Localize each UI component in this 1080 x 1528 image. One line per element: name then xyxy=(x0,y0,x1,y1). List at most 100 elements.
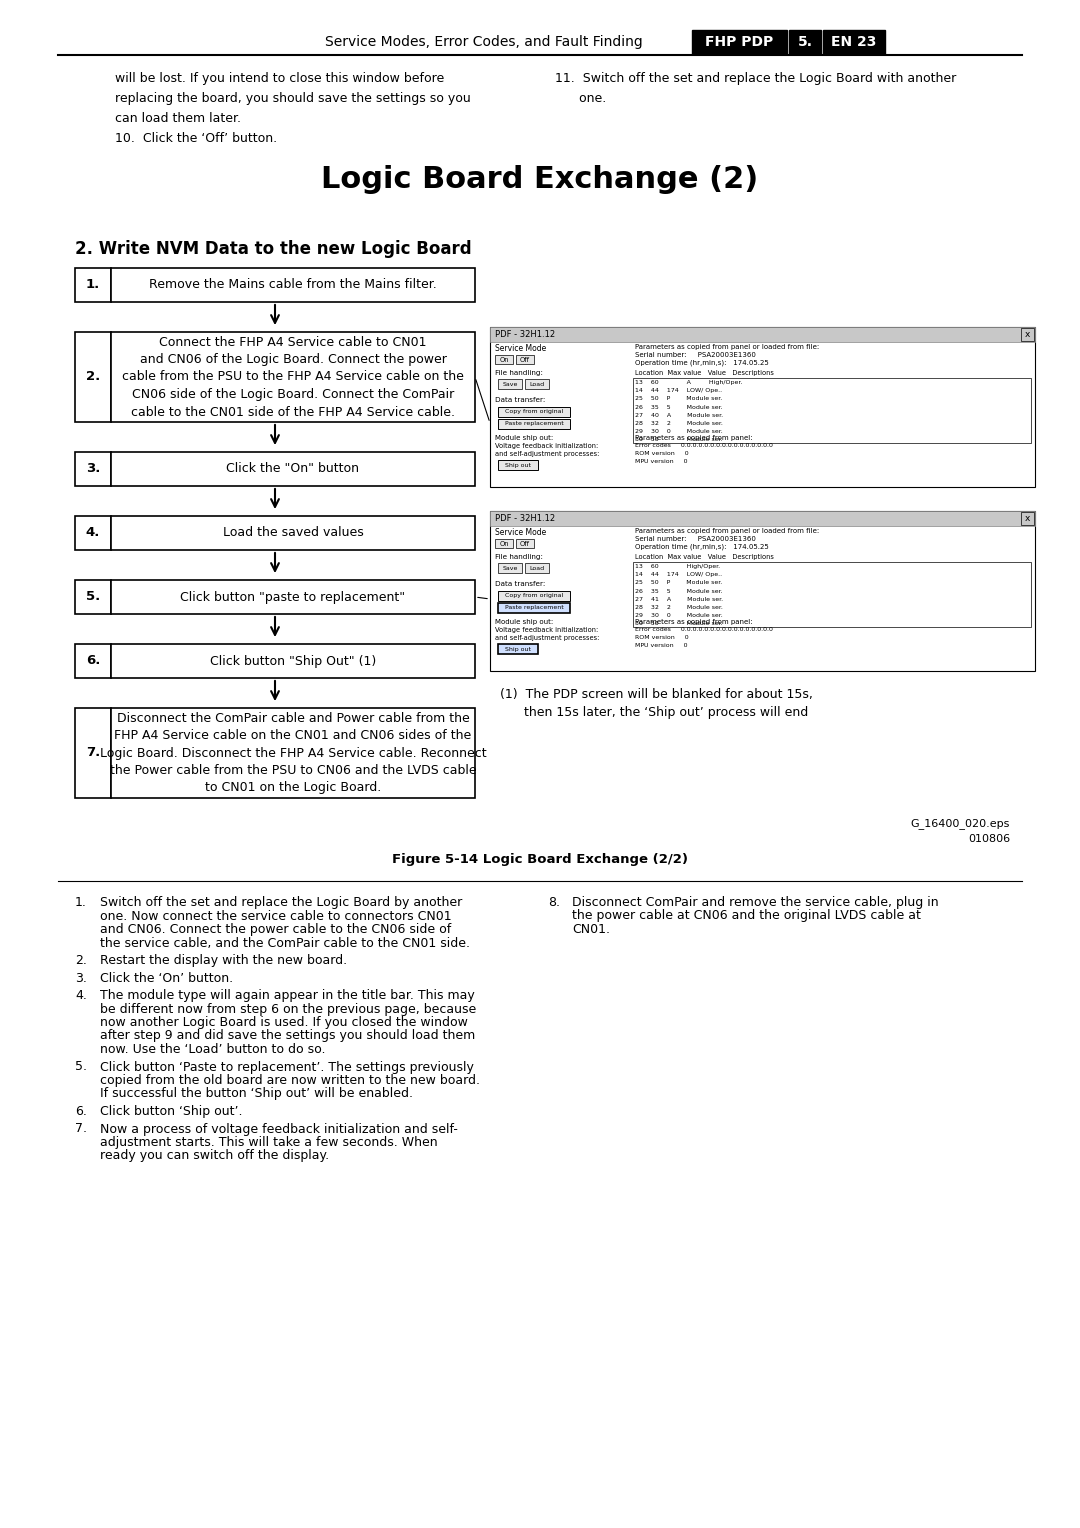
Bar xyxy=(490,327,1035,342)
Text: 6.: 6. xyxy=(85,654,100,668)
Text: Paste replacement: Paste replacement xyxy=(504,605,564,611)
Text: Logic Board Exchange (2): Logic Board Exchange (2) xyxy=(322,165,758,194)
Text: after step 9 and did save the settings you should load them: after step 9 and did save the settings y… xyxy=(100,1030,475,1042)
Text: Save: Save xyxy=(502,382,517,387)
Text: Module ship out:: Module ship out: xyxy=(495,619,553,625)
Text: Now a process of voltage feedback initialization and self-: Now a process of voltage feedback initia… xyxy=(100,1123,458,1135)
Text: Ship out: Ship out xyxy=(505,646,531,651)
Bar xyxy=(495,539,513,549)
Bar xyxy=(490,510,1035,671)
Text: copied from the old board are now written to the new board.: copied from the old board are now writte… xyxy=(100,1074,480,1086)
Bar xyxy=(525,379,549,390)
Text: Service Modes, Error Codes, and Fault Finding: Service Modes, Error Codes, and Fault Fi… xyxy=(325,35,643,49)
Text: ROM version     0: ROM version 0 xyxy=(635,451,689,455)
Text: Parameters as copied from panel or loaded from file:: Parameters as copied from panel or loade… xyxy=(635,529,820,533)
Text: On: On xyxy=(499,356,509,362)
Bar xyxy=(75,452,111,486)
Bar xyxy=(111,267,475,303)
Text: Save: Save xyxy=(502,565,517,570)
Text: CN01.: CN01. xyxy=(572,923,610,937)
Text: 5.: 5. xyxy=(86,590,100,604)
Bar xyxy=(789,31,821,53)
Bar xyxy=(516,354,534,364)
Text: 2.: 2. xyxy=(75,953,86,967)
Text: 14    44    174    LOW/ Ope..: 14 44 174 LOW/ Ope.. xyxy=(635,571,723,578)
Text: 4.: 4. xyxy=(85,527,100,539)
Bar xyxy=(498,379,522,390)
Bar xyxy=(1021,329,1034,341)
Text: Disconnect the ComPair cable and Power cable from the
FHP A4 Service cable on th: Disconnect the ComPair cable and Power c… xyxy=(99,712,486,795)
Text: 14    44    174    LOW/ Ope..: 14 44 174 LOW/ Ope.. xyxy=(635,388,723,393)
Bar xyxy=(498,643,538,654)
Text: 8.: 8. xyxy=(548,895,561,909)
Text: 29    30    0        Module ser.: 29 30 0 Module ser. xyxy=(635,429,723,434)
Text: Off: Off xyxy=(519,356,530,362)
Text: Copy from original: Copy from original xyxy=(504,593,563,599)
Text: Data transfer:: Data transfer: xyxy=(495,581,545,587)
Text: 5.: 5. xyxy=(797,35,812,49)
Text: and self-adjustment processes:: and self-adjustment processes: xyxy=(495,451,599,457)
Bar xyxy=(498,562,522,573)
Text: 7.: 7. xyxy=(86,747,100,759)
Text: Click the ‘On’ button.: Click the ‘On’ button. xyxy=(100,972,233,984)
Text: 30    50              Module ser.: 30 50 Module ser. xyxy=(635,437,723,443)
Bar xyxy=(75,643,111,678)
Text: Load the saved values: Load the saved values xyxy=(222,527,363,539)
Text: PDF - 32H1.12: PDF - 32H1.12 xyxy=(495,513,555,523)
Bar xyxy=(1021,512,1034,526)
Text: Error codes     0.0.0.0.0.0.0.0.0.0.0.0.0.0.0.0: Error codes 0.0.0.0.0.0.0.0.0.0.0.0.0.0.… xyxy=(635,443,773,448)
Text: ready you can switch off the display.: ready you can switch off the display. xyxy=(100,1149,329,1163)
Text: File handling:: File handling: xyxy=(495,555,543,559)
Bar xyxy=(75,267,111,303)
Bar xyxy=(516,539,534,549)
Bar xyxy=(495,354,513,364)
Text: Serial number:     PSA20003E1360: Serial number: PSA20003E1360 xyxy=(635,536,756,542)
Bar xyxy=(75,516,111,550)
Text: If successful the button ‘Ship out’ will be enabled.: If successful the button ‘Ship out’ will… xyxy=(100,1088,413,1100)
Text: Connect the FHP A4 Service cable to CN01
and CN06 of the Logic Board. Connect th: Connect the FHP A4 Service cable to CN01… xyxy=(122,336,464,419)
Text: the power cable at CN06 and the original LVDS cable at: the power cable at CN06 and the original… xyxy=(572,909,921,923)
Text: 29    30    0        Module ser.: 29 30 0 Module ser. xyxy=(635,613,723,619)
Text: 27    40    A        Module ser.: 27 40 A Module ser. xyxy=(635,413,724,417)
Text: 1.: 1. xyxy=(75,895,86,909)
Text: and self-adjustment processes:: and self-adjustment processes: xyxy=(495,636,599,642)
Text: Location  Max value   Value   Descriptions: Location Max value Value Descriptions xyxy=(635,370,774,376)
Bar xyxy=(111,516,475,550)
Text: Parameters as copied from panel:: Parameters as copied from panel: xyxy=(635,435,753,442)
Text: 25    50    P        Module ser.: 25 50 P Module ser. xyxy=(635,396,723,402)
Text: 26    35    5        Module ser.: 26 35 5 Module ser. xyxy=(635,405,723,410)
Text: EN 23: EN 23 xyxy=(832,35,877,49)
Text: be different now from step 6 on the previous page, because: be different now from step 6 on the prev… xyxy=(100,1002,476,1016)
Text: 25    50    P        Module ser.: 25 50 P Module ser. xyxy=(635,581,723,585)
Text: 4.: 4. xyxy=(75,989,86,1002)
Text: 3.: 3. xyxy=(75,972,86,984)
Bar xyxy=(692,31,787,53)
Text: Click button ‘Paste to replacement’. The settings previously: Click button ‘Paste to replacement’. The… xyxy=(100,1060,474,1074)
Text: On: On xyxy=(499,541,509,547)
Bar xyxy=(498,406,570,417)
Text: the service cable, and the ComPair cable to the CN01 side.: the service cable, and the ComPair cable… xyxy=(100,937,470,949)
Text: x: x xyxy=(1024,330,1029,339)
Bar xyxy=(75,707,111,798)
Bar xyxy=(525,562,549,573)
Text: PDF - 32H1.12: PDF - 32H1.12 xyxy=(495,330,555,339)
Text: Copy from original: Copy from original xyxy=(504,410,563,414)
Text: 3.: 3. xyxy=(85,463,100,475)
Text: Remove the Mains cable from the Mains filter.: Remove the Mains cable from the Mains fi… xyxy=(149,278,437,292)
Text: MPU version     0: MPU version 0 xyxy=(635,458,688,465)
Bar xyxy=(111,452,475,486)
Text: now another Logic Board is used. If you closed the window: now another Logic Board is used. If you … xyxy=(100,1016,468,1028)
Text: Load: Load xyxy=(529,382,544,387)
Bar xyxy=(633,377,1031,443)
Text: 13    60              A         High/Oper.: 13 60 A High/Oper. xyxy=(635,380,742,385)
Text: 30    50              Module ser.: 30 50 Module ser. xyxy=(635,622,723,626)
Text: 5.: 5. xyxy=(75,1060,87,1074)
Text: Parameters as copied from panel:: Parameters as copied from panel: xyxy=(635,619,753,625)
Text: Operation time (hr,min,s):   174.05.25: Operation time (hr,min,s): 174.05.25 xyxy=(635,361,769,367)
Text: Restart the display with the new board.: Restart the display with the new board. xyxy=(100,953,347,967)
Text: 2.: 2. xyxy=(86,370,100,384)
Text: Ship out: Ship out xyxy=(505,463,531,468)
Text: 26    35    5        Module ser.: 26 35 5 Module ser. xyxy=(635,588,723,593)
Bar xyxy=(111,581,475,614)
Text: Module ship out:: Module ship out: xyxy=(495,435,553,442)
